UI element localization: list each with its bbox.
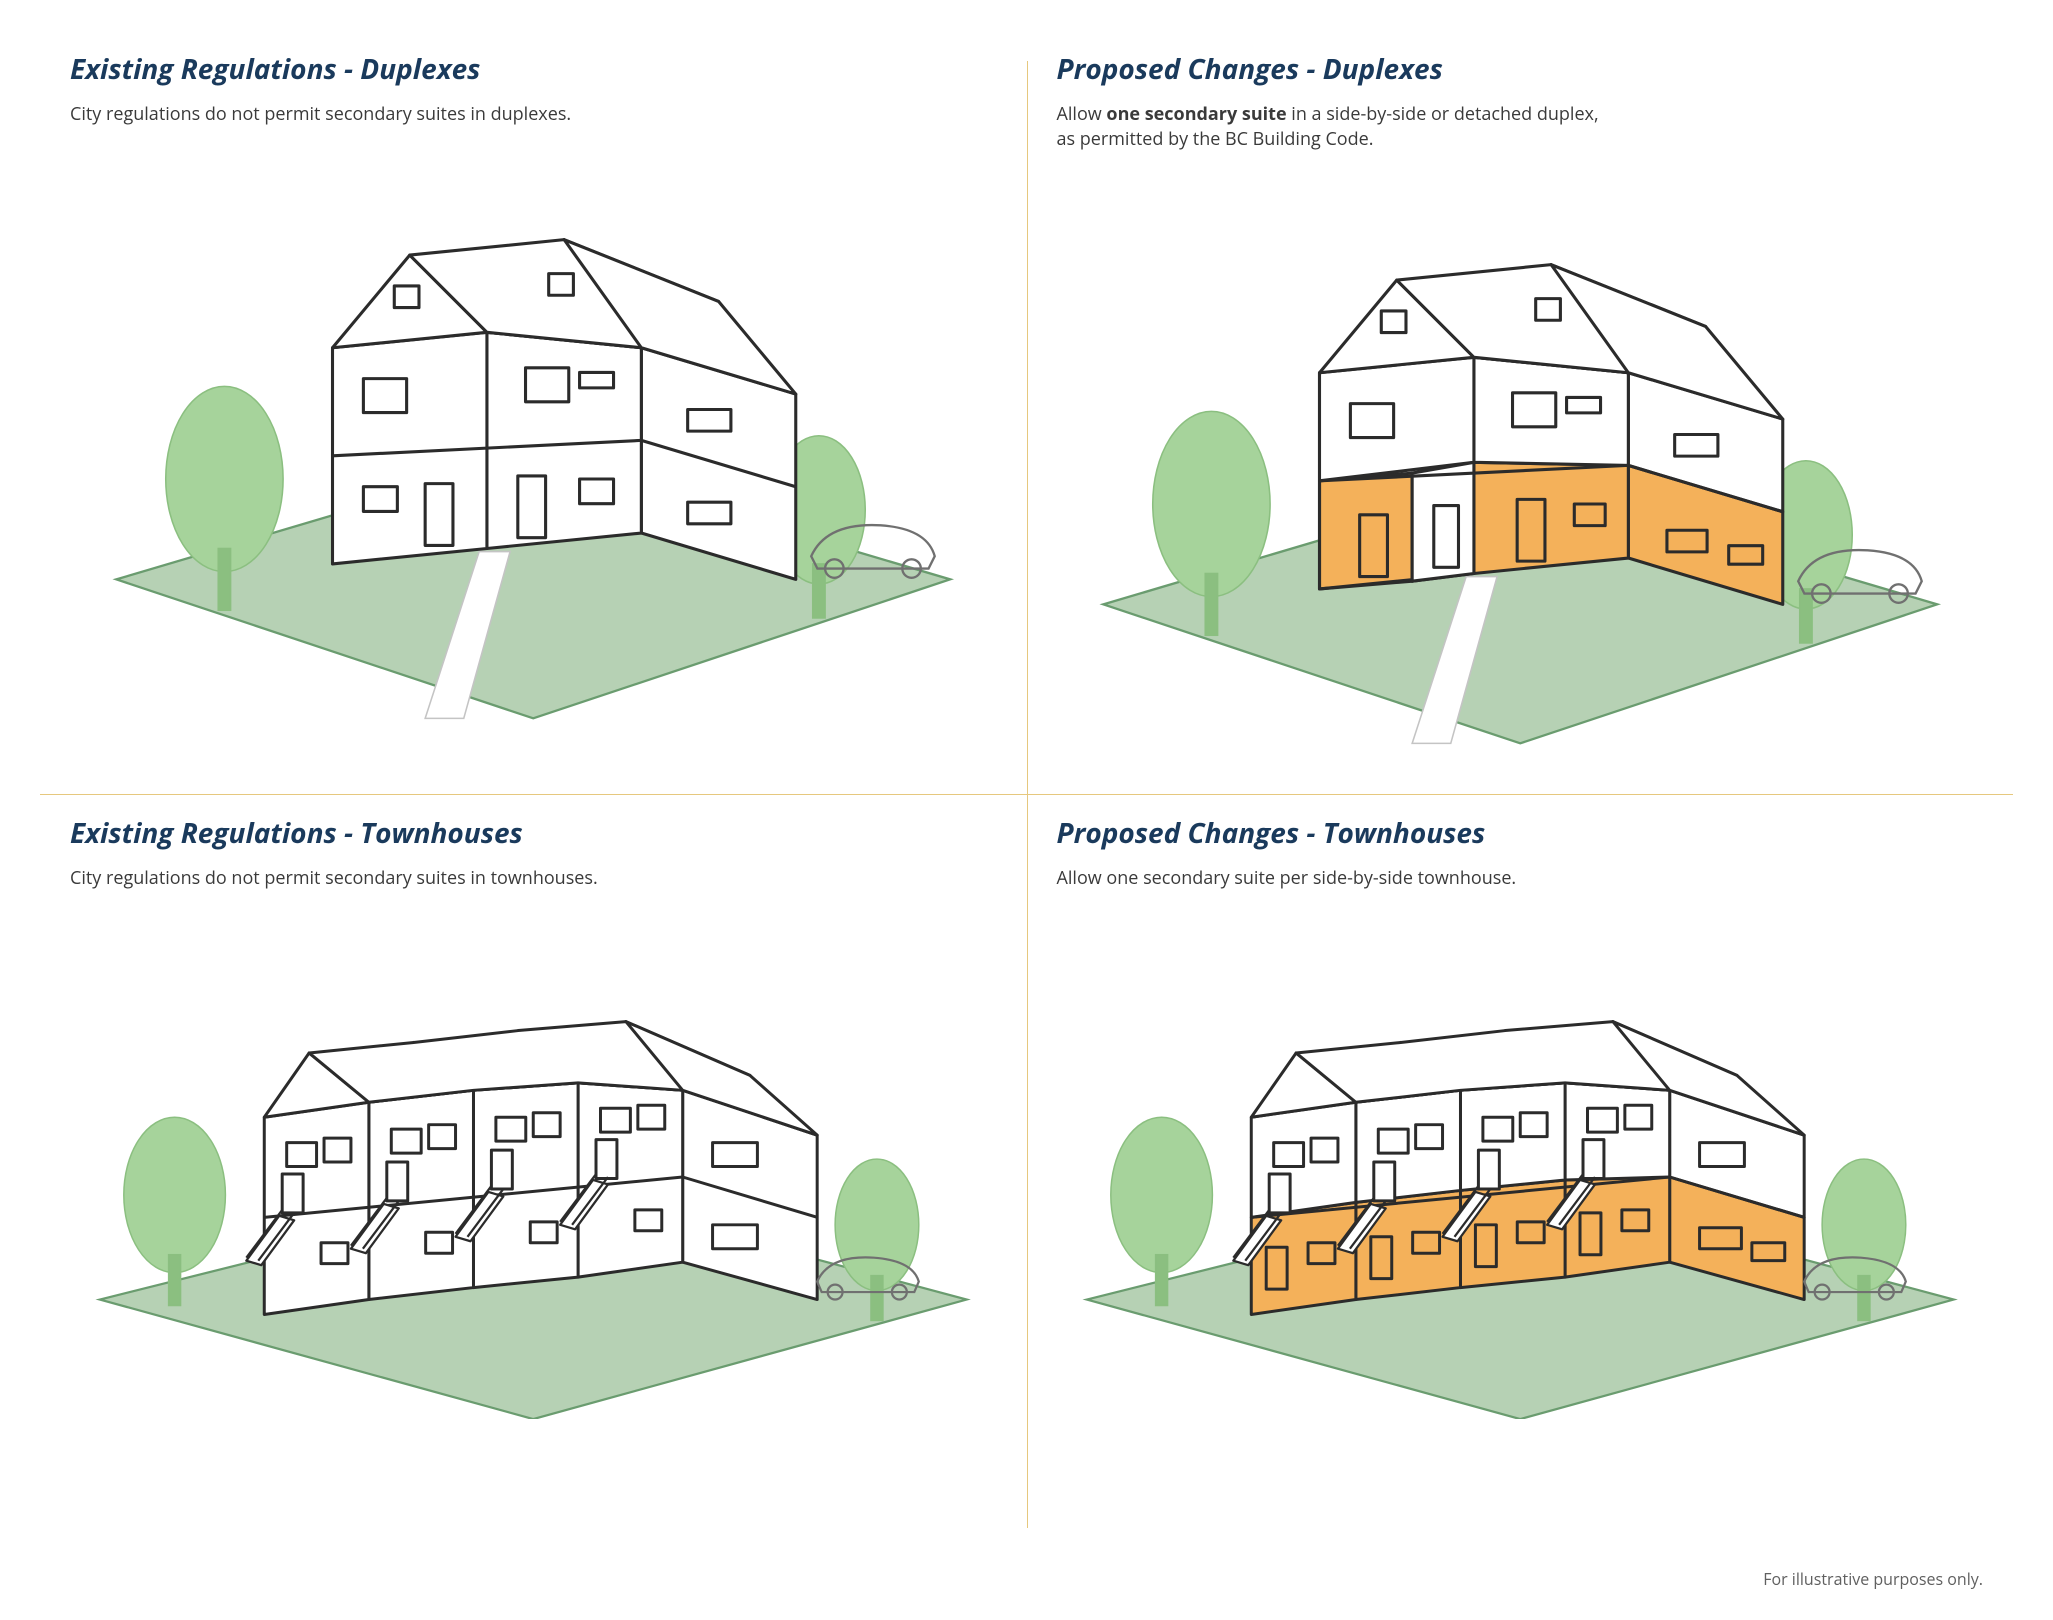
duplex-illustration-highlighted: [1057, 172, 1984, 759]
panel-title: Proposed Changes - Townhouses: [1057, 814, 1984, 852]
panel-existing-townhouse: Existing Regulations - Townhouses City r…: [40, 794, 1027, 1558]
panel-body: Allow one secondary suite per side-by-si…: [1057, 866, 1617, 891]
townhouse-illustration-highlighted: [1057, 911, 1984, 1419]
body-prefix: Allow: [1057, 102, 1107, 126]
footnote: For illustrative purposes only.: [40, 1558, 2013, 1590]
panel-title: Proposed Changes - Duplexes: [1057, 50, 1984, 88]
townhouse-illustration: [70, 911, 997, 1419]
duplex-illustration: [70, 147, 997, 734]
horizontal-divider: [40, 794, 2013, 795]
panel-title: Existing Regulations - Townhouses: [70, 814, 997, 852]
panel-existing-duplex: Existing Regulations - Duplexes City reg…: [40, 30, 1027, 794]
panel-proposed-townhouse: Proposed Changes - Townhouses Allow one …: [1027, 794, 2014, 1558]
comparison-grid: Existing Regulations - Duplexes City reg…: [40, 30, 2013, 1558]
panel-body: City regulations do not permit secondary…: [70, 866, 630, 891]
body-bold: one secondary suite: [1106, 102, 1286, 126]
panel-title: Existing Regulations - Duplexes: [70, 50, 997, 88]
panel-proposed-duplex: Proposed Changes - Duplexes Allow one se…: [1027, 30, 2014, 794]
panel-body: Allow one secondary suite in a side-by-s…: [1057, 102, 1617, 152]
panel-body: City regulations do not permit secondary…: [70, 102, 630, 127]
